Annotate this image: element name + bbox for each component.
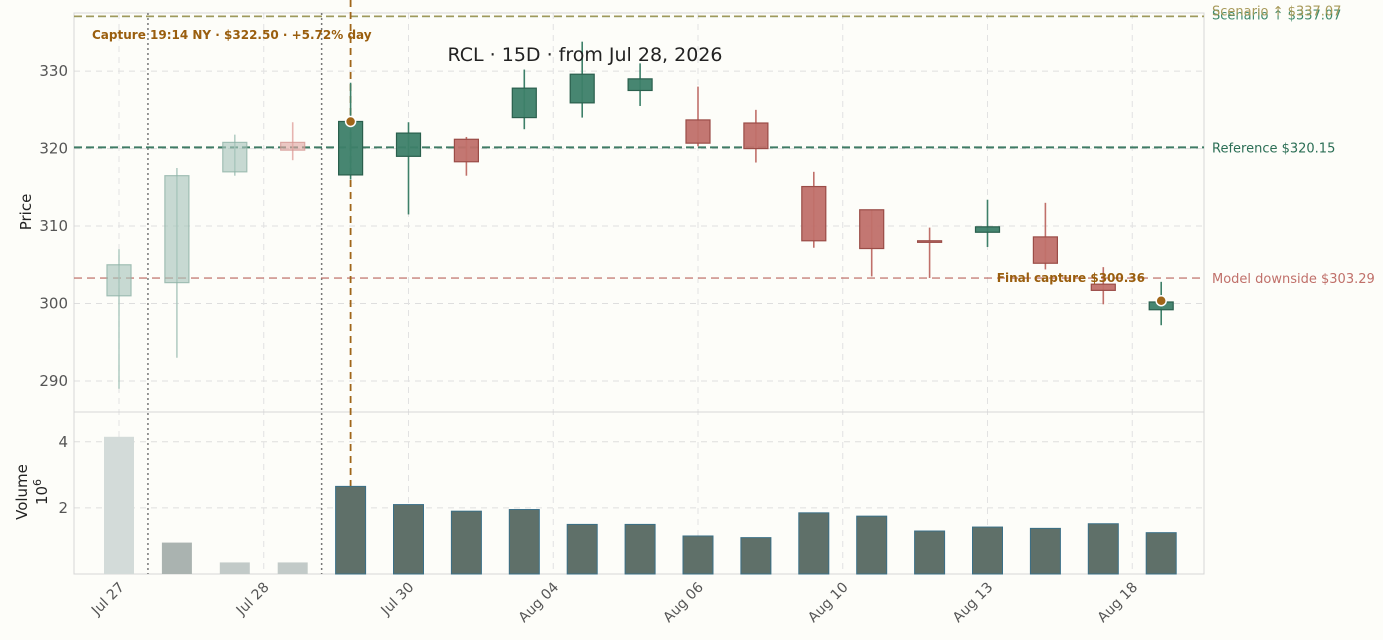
y-tick-label: 310 (39, 217, 68, 235)
y-tick-label: 290 (39, 372, 68, 390)
volume-bar (798, 512, 830, 575)
x-tick-label: Aug 04 (516, 579, 562, 625)
volume-bar (740, 537, 772, 575)
candle-body (627, 78, 653, 92)
y-axis-label: Price (17, 194, 35, 231)
candle-body (164, 175, 190, 284)
candle-body (222, 141, 248, 173)
x-tick-label: Jul 30 (378, 580, 418, 620)
candle-body (511, 87, 537, 119)
volume-unit-label: 106 (31, 479, 51, 505)
volume-bar (1145, 532, 1177, 575)
volume-bar (219, 562, 250, 574)
chart-marks (104, 41, 1177, 575)
volume-unit-base: 10 (33, 486, 51, 505)
volume-bar (393, 504, 424, 575)
x-tick-label: Aug 06 (660, 579, 706, 625)
volume-bar (508, 509, 540, 575)
volume-bar (914, 530, 946, 575)
chart-title: RCL · 15D · from Jul 28, 2026 (448, 44, 723, 66)
volume-bar (566, 523, 598, 575)
candle-body (801, 185, 827, 242)
volume-tick-label: 2 (58, 499, 68, 517)
x-tick-label: Jul 28 (233, 580, 273, 620)
volume-bar (450, 510, 482, 575)
final-capture-annotation: Final capture $300.36 (997, 271, 1145, 285)
candle-body (685, 119, 711, 144)
grid (74, 13, 1204, 574)
x-tick-label: Aug 10 (805, 580, 851, 626)
capture-annotation: Capture 19:14 NY · $322.50 · +5.72% day (92, 28, 372, 42)
volume-bar (1029, 527, 1061, 575)
volume-bar (335, 485, 367, 575)
volume-bar (682, 535, 714, 575)
volume-bar (277, 562, 308, 574)
candle-body (395, 132, 422, 157)
reference-line-label: Scenario ↑ $337.07 (1212, 8, 1341, 23)
volume-bar (104, 436, 134, 574)
candle-body (338, 120, 364, 176)
candle-body (569, 73, 595, 104)
volume-tick-label: 4 (58, 433, 68, 451)
candle-body (280, 141, 306, 151)
volume-unit-exp: 6 (31, 479, 44, 486)
candle-body (1090, 283, 1116, 291)
y-tick-label: 300 (39, 295, 68, 313)
volume-bar (624, 523, 656, 575)
x-tick-label: Aug 18 (1095, 580, 1141, 626)
y-tick-label: 330 (39, 62, 68, 80)
capture-marker (344, 115, 357, 128)
candle-body (916, 240, 943, 243)
plot-area (73, 0, 1205, 575)
candle-body (453, 138, 479, 163)
y-tick-label: 320 (39, 140, 68, 158)
x-tick-label: Aug 13 (950, 580, 996, 626)
candle-body (106, 264, 132, 297)
volume-bar (161, 542, 192, 574)
volume-bar (856, 515, 888, 575)
reference-line-label: Model downside $303.29 (1212, 272, 1375, 287)
candle-body (743, 122, 769, 150)
reference-line-label: Scenario ↑ $337.07 (1212, 4, 1341, 19)
candle-body (859, 209, 885, 250)
final-capture-marker (1155, 294, 1167, 307)
candle-body (974, 226, 1001, 233)
reference-line-label: Reference $320.15 (1212, 141, 1335, 156)
x-tick-label: Jul 27 (88, 580, 128, 620)
price-panel-frame (73, 12, 1205, 413)
volume-bar (972, 526, 1003, 575)
volume-bar (1087, 523, 1119, 575)
candle-body (1032, 236, 1059, 264)
volume-axis-label: Volume (13, 464, 31, 520)
